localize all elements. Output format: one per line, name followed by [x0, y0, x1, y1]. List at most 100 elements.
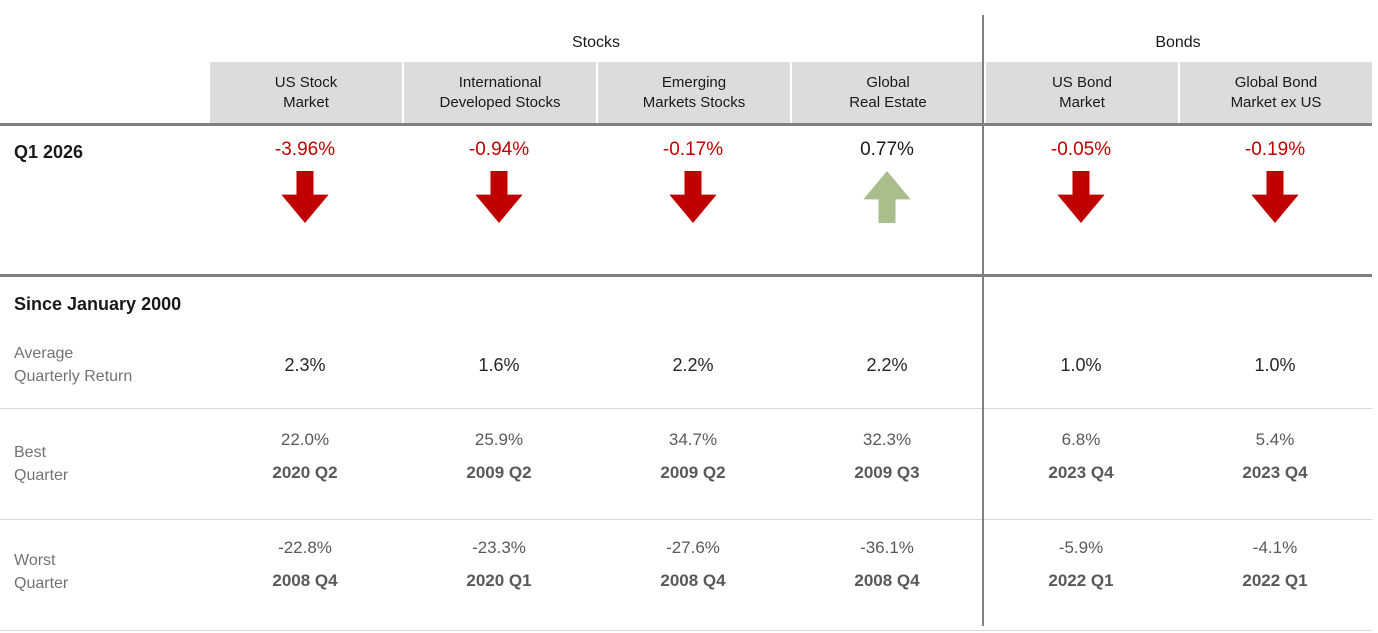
average-return-value: 2.2% — [866, 355, 908, 375]
header-divider-rule — [0, 123, 1372, 126]
best-quarter-period: 2009 Q3 — [854, 463, 920, 482]
worst-quarter-period: 2008 Q4 — [272, 571, 338, 590]
worst-quarter-label-line2: Quarter — [14, 575, 69, 592]
q1-return-value: -0.05% — [1050, 139, 1112, 160]
worst-quarter-return: -5.9% — [1058, 538, 1104, 557]
trend-arrow — [596, 171, 790, 223]
worst-quarter-period: 2008 Q4 — [660, 571, 726, 590]
column-header-line2: Markets Stocks — [642, 93, 746, 111]
section-divider-rule — [0, 274, 1372, 277]
stocks-group-label: Stocks — [571, 34, 620, 51]
trend-arrow — [402, 171, 596, 223]
bonds-group-label: Bonds — [1155, 34, 1201, 51]
q1-return-cell: -3.96% — [208, 126, 402, 274]
stocks-bonds-divider — [982, 15, 984, 626]
best-quarter-label-line2: Quarter — [14, 467, 69, 484]
column-header-line2: Market — [1059, 93, 1105, 111]
down-arrow-icon — [1251, 171, 1299, 223]
worst-quarter-period: 2022 Q1 — [1048, 571, 1114, 590]
worst-quarter-return: -27.6% — [666, 538, 720, 557]
best-quarter-return: 25.9% — [474, 430, 524, 449]
best-quarter-cell: 32.3% 2009 Q3 — [790, 409, 984, 519]
current-quarter-label: Q1 2026 — [14, 142, 84, 162]
best-quarter-row: Best Quarter 22.0% 2020 Q2 25.9% 2009 Q2… — [0, 409, 1372, 520]
worst-quarter-return: -22.8% — [278, 538, 332, 557]
column-header-spacer — [0, 62, 208, 123]
trend-arrow — [790, 171, 984, 223]
worst-quarter-cell: -23.3% 2020 Q1 — [402, 520, 596, 624]
current-quarter-row: Q1 2026 -3.96% -0.94% -0.17% 0.77% — [0, 126, 1372, 274]
worst-quarter-cell: -36.1% 2008 Q4 — [790, 520, 984, 624]
column-header-us-bond-market: US Bond Market — [984, 62, 1178, 123]
best-quarter-return: 34.7% — [668, 430, 718, 449]
average-return-label: Average Quarterly Return — [0, 323, 208, 408]
worst-quarter-cell: -27.6% 2008 Q4 — [596, 520, 790, 624]
best-quarter-return: 6.8% — [1061, 430, 1101, 449]
column-header-us-stock-market: US Stock Market — [208, 62, 402, 123]
worst-quarter-row: Worst Quarter -22.8% 2008 Q4 -23.3% 2020… — [0, 520, 1372, 624]
best-quarter-period: 2009 Q2 — [660, 463, 726, 482]
worst-quarter-cell: -22.8% 2008 Q4 — [208, 520, 402, 624]
worst-quarter-return: -36.1% — [860, 538, 914, 557]
up-arrow-icon — [863, 171, 911, 223]
q1-return-cell: -0.05% — [984, 126, 1178, 274]
trend-arrow — [984, 171, 1178, 223]
best-quarter-period: 2009 Q2 — [466, 463, 532, 482]
column-header-line1: International — [458, 73, 542, 91]
column-header-line2: Market ex US — [1230, 93, 1322, 111]
best-quarter-return: 22.0% — [280, 430, 330, 449]
worst-quarter-label: Worst Quarter — [0, 520, 208, 624]
worst-quarter-period: 2008 Q4 — [854, 571, 920, 590]
down-arrow-icon — [669, 171, 717, 223]
column-header-emerging-markets: Emerging Markets Stocks — [596, 62, 790, 123]
average-return-row: Average Quarterly Return 2.3% 1.6% 2.2% … — [0, 323, 1372, 409]
column-header-line1: Global — [866, 73, 910, 91]
q1-return-value: -3.96% — [274, 139, 336, 160]
average-return-label-line1: Average — [14, 345, 74, 363]
down-arrow-icon — [475, 171, 523, 223]
column-header-line1: US Bond — [1051, 73, 1113, 91]
column-header-row: US Stock Market International Developed … — [0, 62, 1372, 123]
best-quarter-cell: 34.7% 2009 Q2 — [596, 409, 790, 519]
column-header-line1: Emerging — [661, 73, 727, 91]
worst-quarter-period: 2020 Q1 — [466, 571, 532, 590]
group-header-stocks: Stocks — [208, 0, 984, 62]
average-return-value: 2.2% — [672, 355, 714, 375]
best-quarter-return: 5.4% — [1255, 430, 1295, 449]
worst-quarter-cell: -4.1% 2022 Q1 — [1178, 520, 1372, 624]
q1-return-value: -0.94% — [468, 139, 530, 160]
column-header-international-developed: International Developed Stocks — [402, 62, 596, 123]
worst-quarter-period: 2022 Q1 — [1242, 571, 1308, 590]
average-return-value: 1.0% — [1254, 355, 1296, 375]
best-quarter-label-line1: Best — [14, 443, 47, 461]
column-header-line1: Global Bond — [1234, 73, 1318, 91]
section-title: Since January 2000 — [14, 294, 182, 314]
trend-arrow — [208, 171, 402, 223]
best-quarter-period: 2020 Q2 — [272, 463, 338, 482]
worst-quarter-cell: -5.9% 2022 Q1 — [984, 520, 1178, 624]
q1-return-value: 0.77% — [860, 139, 914, 160]
best-quarter-cell: 22.0% 2020 Q2 — [208, 409, 402, 519]
q1-return-cell: -0.94% — [402, 126, 596, 274]
column-header-line2: Real Estate — [849, 93, 927, 111]
down-arrow-icon — [1057, 171, 1105, 223]
bottom-rule — [0, 630, 1372, 631]
average-return-value: 2.3% — [284, 355, 326, 375]
best-quarter-period: 2023 Q4 — [1242, 463, 1308, 482]
column-header-line2: Developed Stocks — [439, 93, 561, 111]
best-quarter-return: 32.3% — [862, 430, 912, 449]
column-header-line1: US Stock — [274, 73, 338, 91]
best-quarter-cell: 25.9% 2009 Q2 — [402, 409, 596, 519]
best-quarter-period: 2023 Q4 — [1048, 463, 1114, 482]
group-header-spacer — [0, 0, 208, 62]
best-quarter-cell: 6.8% 2023 Q4 — [984, 409, 1178, 519]
worst-quarter-label-line1: Worst — [14, 551, 56, 569]
trend-arrow — [1178, 171, 1372, 223]
q1-return-cell: -0.17% — [596, 126, 790, 274]
average-return-label-line2: Quarterly Return — [14, 367, 133, 385]
best-quarter-cell: 5.4% 2023 Q4 — [1178, 409, 1372, 519]
column-header-line2: Market — [283, 93, 329, 111]
q1-return-value: -0.19% — [1244, 139, 1306, 160]
group-header-bonds: Bonds — [984, 0, 1372, 62]
